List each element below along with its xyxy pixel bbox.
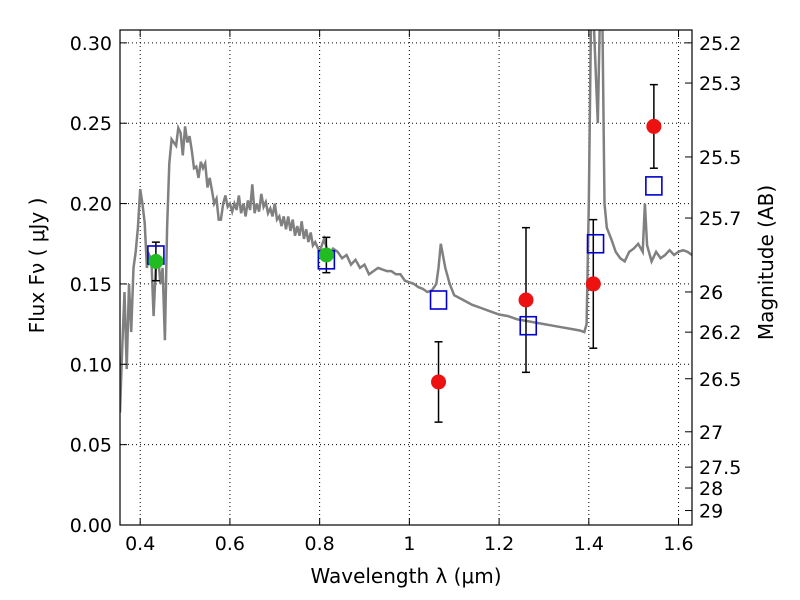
data-points bbox=[148, 118, 662, 390]
red-point bbox=[585, 276, 601, 292]
x-tick-label: 1.4 bbox=[574, 533, 604, 555]
x-axis-label: Wavelength λ (μm) bbox=[310, 564, 501, 588]
mag-tick-label: 25.3 bbox=[699, 73, 741, 95]
y-tick-label: 0.10 bbox=[70, 354, 112, 376]
mag-tick-label: 27 bbox=[699, 422, 723, 444]
y-tick-label: 0.20 bbox=[70, 194, 112, 216]
x-tick-label: 0.6 bbox=[215, 533, 245, 555]
right-axis-label: Magnitude (AB) bbox=[754, 185, 778, 340]
y-tick-label: 0.25 bbox=[70, 113, 112, 135]
y-tick-label: 0.05 bbox=[70, 435, 112, 457]
x-tick-label: 0.4 bbox=[125, 533, 155, 555]
spectrum-line bbox=[120, 30, 692, 413]
ticks: 0.4 0.6 0.8 1 1.2 1.4 1.6 0.00 0.05 0.10 0.15 0.20 0… bbox=[70, 30, 741, 555]
green-point bbox=[148, 253, 164, 269]
x-tick-label: 0.8 bbox=[305, 533, 335, 555]
mag-tick-label: 25.5 bbox=[699, 147, 741, 169]
mag-tick-label: 26.2 bbox=[699, 322, 741, 344]
y-tick-label: 0.15 bbox=[70, 274, 112, 296]
red-point bbox=[431, 374, 447, 390]
green-point bbox=[318, 247, 334, 263]
model-square bbox=[519, 315, 538, 336]
red-point bbox=[646, 118, 662, 134]
grid bbox=[120, 30, 692, 525]
x-tick-label: 1 bbox=[403, 533, 415, 555]
mag-tick-label: 25.2 bbox=[699, 33, 741, 55]
error-bars bbox=[151, 83, 658, 423]
plot-frame bbox=[119, 29, 693, 526]
model-square bbox=[429, 290, 448, 310]
mag-tick-label: 26.5 bbox=[699, 369, 741, 391]
model-spectrum bbox=[120, 30, 692, 413]
red-point bbox=[518, 292, 534, 308]
y-axis-label: Flux Fν ( μJy ) bbox=[25, 198, 49, 334]
model-square bbox=[586, 233, 605, 254]
x-tick-label: 1.2 bbox=[484, 533, 514, 555]
mag-tick-label: 29 bbox=[699, 501, 723, 523]
mag-tick-label: 28 bbox=[699, 478, 723, 500]
model-square bbox=[645, 176, 663, 196]
y-tick-label: 0.30 bbox=[70, 33, 112, 55]
x-tick-label: 1.6 bbox=[663, 533, 693, 555]
mag-tick-label: 27.5 bbox=[699, 457, 741, 479]
mag-tick-label: 26 bbox=[699, 282, 723, 304]
mag-tick-label: 25.7 bbox=[699, 208, 741, 230]
y-tick-label: 0.00 bbox=[70, 515, 112, 537]
